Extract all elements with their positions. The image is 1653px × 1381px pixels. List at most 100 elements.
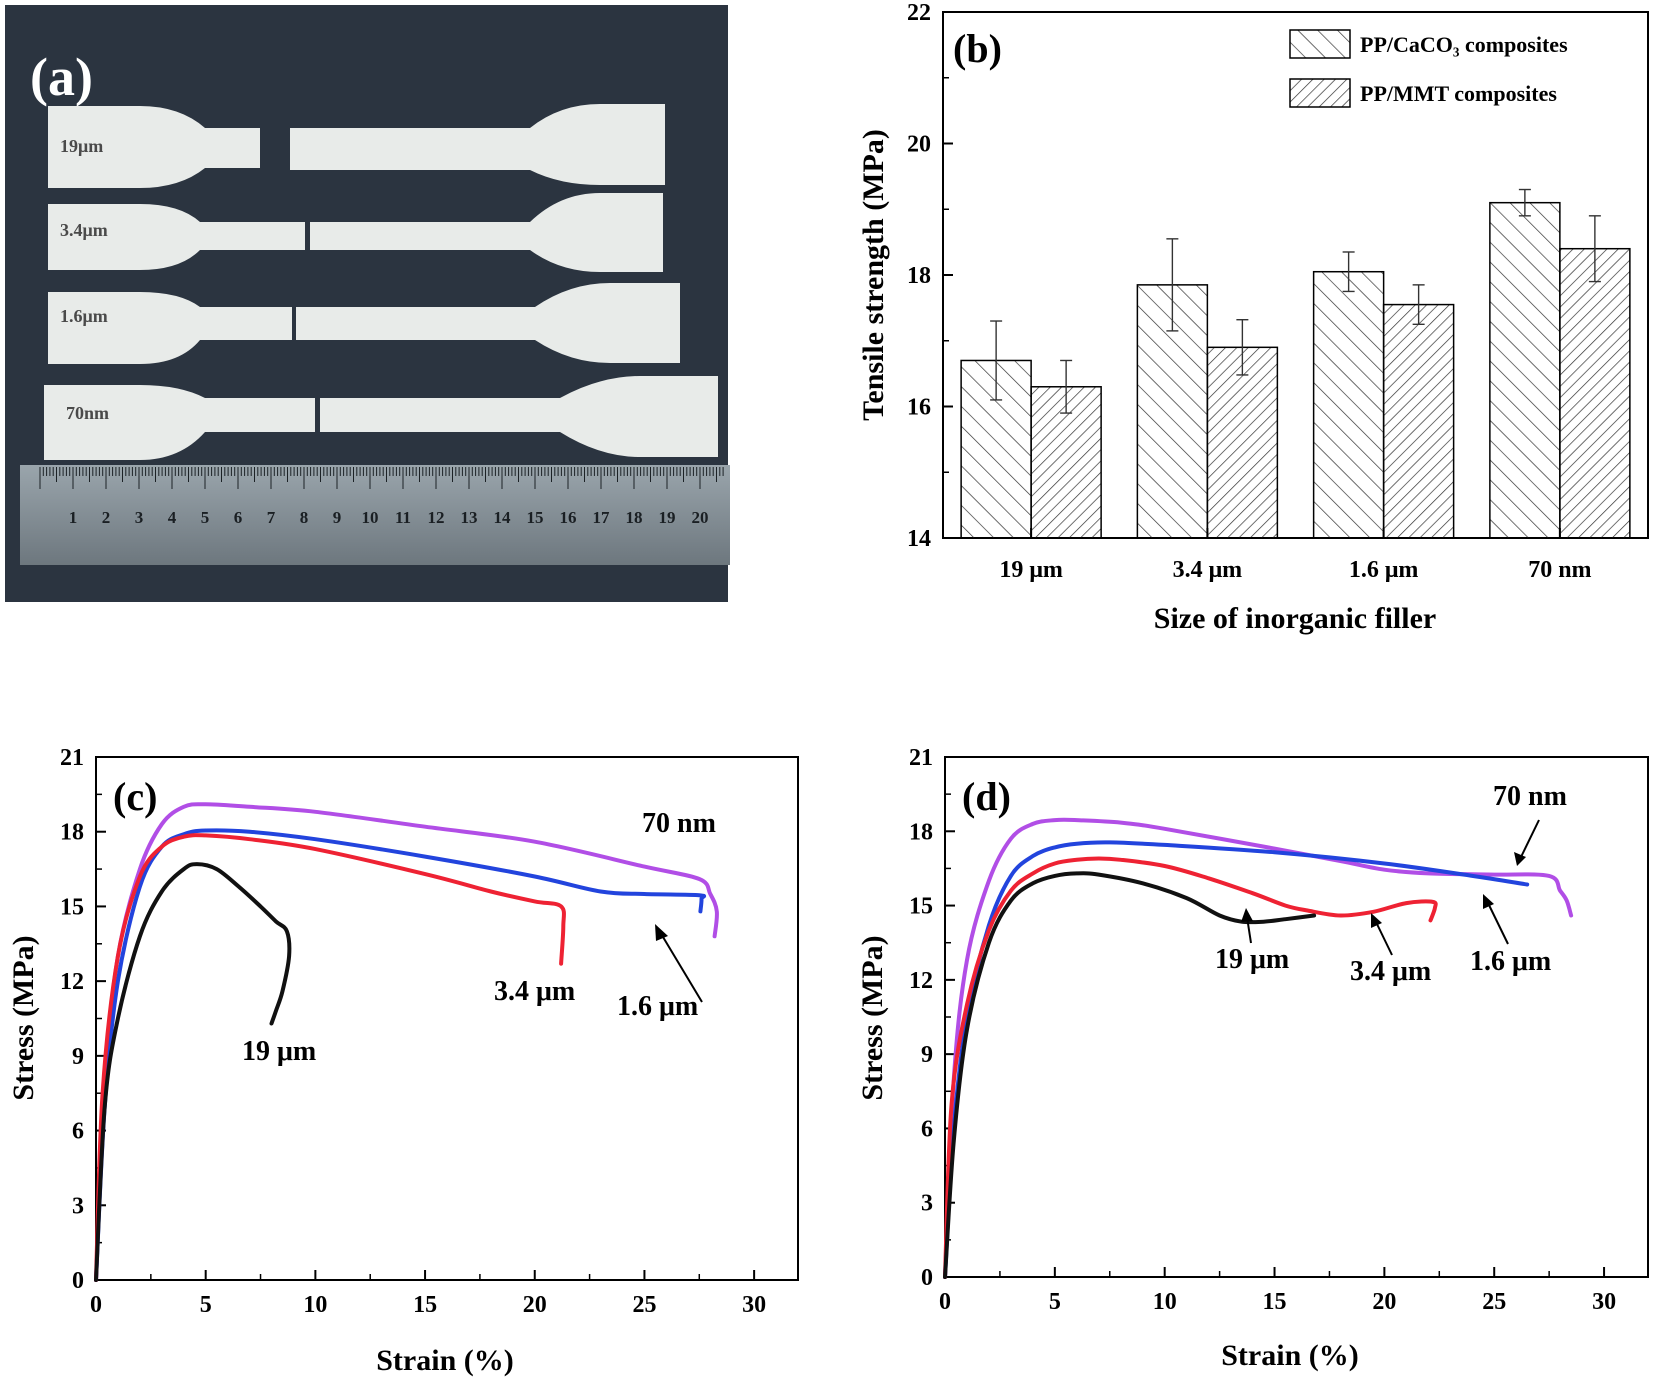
- y-tick-label: 6: [921, 1116, 933, 1142]
- x-tick-label: 20: [1372, 1289, 1396, 1315]
- series-line: [94, 802, 719, 1282]
- panel-label-a: (a): [30, 47, 93, 107]
- y-tick-label: 9: [72, 1044, 84, 1070]
- y-tick-label: 16: [907, 395, 931, 421]
- x-axis-title: Strain (%): [1221, 1339, 1359, 1372]
- bars: [960, 188, 1631, 539]
- y-tick-label: 3: [72, 1193, 84, 1219]
- specimen-19um: 19μm: [48, 104, 665, 188]
- y-tick-label: 6: [72, 1119, 84, 1145]
- legend-swatch-caco3: [1289, 29, 1351, 59]
- ruler-number: 1: [69, 508, 78, 527]
- x-tick-label: 15: [1263, 1289, 1287, 1315]
- bar: [1382, 303, 1455, 539]
- y-tick-label: 12: [60, 969, 84, 995]
- specimen-photo-panel: 19μm 3.4μm 1.6μm 70nm 1 2 3 4 5 6 7 8 9 10 11 12 13 1…: [5, 5, 730, 602]
- x-axis: 0 5 10 15 20 25 30: [90, 1270, 766, 1318]
- annotation-3-4um: 3.4 μm: [494, 976, 575, 1007]
- stress-strain-chart-mmt: 0 3 6 9 12 15 18 21 0 5 10 15 20 25 30 Stress (MPa) S…: [856, 745, 1649, 1372]
- y-tick-label: 15: [909, 894, 933, 920]
- x-tick-label: 10: [1153, 1289, 1177, 1315]
- tensile-strength-bar-chart: 14 16 18 20 22 19 μm 3.4 μm 1.6 μm 70 nm Tensil…: [857, 0, 1649, 635]
- legend-swatch-mmt: [1289, 78, 1351, 108]
- series-line: [943, 817, 1574, 1279]
- x-tick-label: 5: [200, 1292, 212, 1318]
- y-axis-title: Stress (MPa): [856, 935, 889, 1100]
- panel-label-d: (d): [962, 774, 1011, 819]
- x-tick-label: 15: [413, 1292, 437, 1318]
- arrow-1-6um: [655, 924, 703, 1003]
- x-tick-label: 10: [303, 1292, 327, 1318]
- ruler-number: 4: [168, 508, 177, 527]
- ruler-number: 5: [201, 508, 210, 527]
- arrow-1-6um: [1483, 894, 1509, 945]
- y-tick-label: 14: [907, 526, 931, 552]
- y-axis: 0 3 6 9 12 15 18 21: [909, 745, 955, 1291]
- y-tick-label: 20: [907, 132, 931, 158]
- bar: [1489, 201, 1561, 539]
- y-axis-title: Tensile strength (MPa): [857, 129, 890, 421]
- y-tick-label: 18: [909, 819, 933, 845]
- ruler-number: 9: [333, 508, 342, 527]
- specimen-label: 70nm: [66, 403, 109, 423]
- ruler-number: 10: [362, 508, 379, 527]
- specimen-label: 19μm: [60, 136, 103, 156]
- y-tick-label: 21: [909, 745, 933, 771]
- legend: PP/CaCO₃ composites PP/MMT composites: [1289, 29, 1568, 108]
- ruler-number: 17: [593, 508, 611, 527]
- annotation-70nm: 70 nm: [642, 808, 716, 839]
- x-tick-label: 0: [939, 1289, 951, 1315]
- arrow-3-4um: [1371, 913, 1393, 956]
- y-tick-label: 12: [909, 968, 933, 994]
- x-axis-title: Size of inorganic filler: [1154, 602, 1436, 635]
- ruler-number: 3: [135, 508, 144, 527]
- series-line: [943, 840, 1530, 1279]
- y-tick-label: 22: [907, 0, 931, 26]
- ruler-number: 8: [300, 508, 309, 527]
- x-axis-title: Strain (%): [376, 1344, 514, 1377]
- x-tick-label: 30: [1592, 1289, 1616, 1315]
- ruler-number: 2: [102, 508, 111, 527]
- y-tick-label: 18: [60, 820, 84, 846]
- x-tick-label: 25: [1482, 1289, 1506, 1315]
- specimen-3-4um: 3.4μm: [48, 193, 663, 272]
- bar: [1559, 247, 1631, 539]
- ruler-number: 13: [461, 508, 478, 527]
- series-lines: [943, 817, 1574, 1279]
- y-tick-label: 15: [60, 894, 84, 920]
- legend-label-caco3: PP/CaCO₃ composites: [1360, 32, 1568, 57]
- ruler-number: 16: [560, 508, 577, 527]
- x-tick-label: 3.4 μm: [1173, 557, 1243, 583]
- panel-label-c: (c): [113, 774, 157, 819]
- panel-label-b: (b): [953, 26, 1002, 71]
- ruler-number: 19: [659, 508, 676, 527]
- annotation-70nm: 70 nm: [1493, 781, 1567, 812]
- annotation-1-6um: 1.6 μm: [617, 991, 698, 1022]
- ruler-number: 15: [527, 508, 544, 527]
- series-lines: [94, 802, 719, 1282]
- specimen-70nm: 70nm: [44, 376, 718, 460]
- x-tick-label: 25: [632, 1292, 656, 1318]
- series-line: [94, 862, 292, 1282]
- ruler-number: 18: [626, 508, 643, 527]
- ruler-number: 20: [692, 508, 709, 527]
- ruler-number: 7: [267, 508, 276, 527]
- specimen-label: 3.4μm: [60, 220, 108, 240]
- x-tick-label: 1.6 μm: [1349, 557, 1419, 583]
- stress-strain-chart-caco3: 0 3 6 9 12 15 18 21 0 5 10 15 20 25 30 Stress (MPa) S…: [7, 745, 799, 1377]
- annotation-3-4um: 3.4 μm: [1350, 956, 1431, 987]
- annotation-19um: 19 μm: [242, 1036, 316, 1067]
- series-line: [94, 828, 707, 1282]
- plot-frame: [944, 756, 1649, 1278]
- series-line: [943, 856, 1438, 1279]
- series-line: [94, 833, 566, 1282]
- specimen-1-6um: 1.6μm: [48, 283, 680, 364]
- ruler-number: 12: [428, 508, 445, 527]
- y-tick-label: 3: [921, 1191, 933, 1217]
- y-tick-label: 0: [921, 1265, 933, 1291]
- y-tick-label: 0: [72, 1268, 84, 1294]
- legend-label-mmt: PP/MMT composites: [1360, 81, 1557, 106]
- arrow-70nm: [1514, 819, 1540, 866]
- annotation-19um: 19 μm: [1215, 944, 1289, 975]
